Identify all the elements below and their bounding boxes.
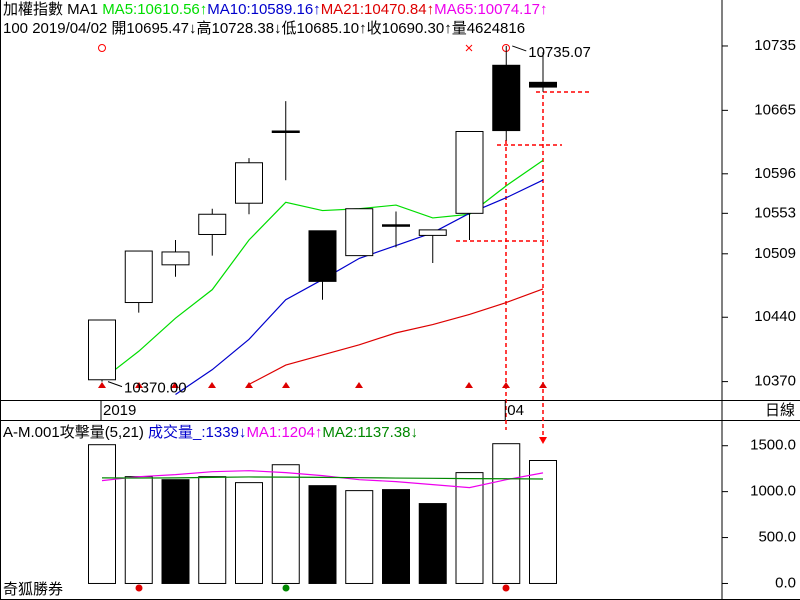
volume-bar: [271, 464, 300, 584]
period-label: 日線: [765, 402, 795, 419]
signal-arrow: [539, 437, 547, 444]
volume-bar: [161, 479, 190, 584]
y-tick-label: 10553: [754, 204, 796, 221]
volume-bar: [124, 476, 153, 584]
volume-bar: [235, 482, 263, 584]
y-tick-label: 10735: [754, 37, 796, 54]
signal-circle: [98, 44, 106, 52]
y-tick-label: 10596: [754, 165, 796, 182]
annotation: 10735.07: [528, 44, 591, 61]
x-tick-label: 2019: [103, 402, 136, 419]
legend-entry: MA1: [67, 1, 102, 18]
legend-entry: 加權指數: [3, 1, 67, 18]
candle-body: [271, 130, 300, 133]
volume-bar: [308, 485, 337, 584]
y-tick-label: 0.0: [775, 574, 796, 591]
legend-entry: MA2:1137.38↓: [322, 424, 418, 441]
legend-entry: MA1:1204↑: [246, 424, 322, 441]
candle-body: [492, 64, 521, 132]
legend-entry: 成交量_:1339↓: [148, 423, 246, 441]
volume-bar: [455, 472, 484, 584]
volume-bar: [88, 444, 116, 584]
x-tick-label: 04: [507, 402, 524, 419]
volume-bar: [382, 489, 410, 584]
annotation-pointer: [512, 45, 527, 52]
ma-line: [248, 288, 544, 385]
info-line: 100 2019/04/02 開10695.47↓高10728.38↓低1068…: [3, 20, 525, 37]
legend-entry: MA5:10610.56↑: [102, 1, 207, 18]
ma-line: [101, 470, 544, 489]
candle-body: [382, 224, 410, 227]
candle-body: [529, 81, 557, 88]
brand: 奇狐勝券: [3, 581, 63, 598]
y-tick-label: 10370: [754, 373, 796, 390]
volume-bar: [198, 476, 227, 584]
header: A-M.001攻擊量(5,21) 成交量_:1339↓MA1:1204↑MA2:…: [3, 423, 418, 441]
annotation: 10370.00: [124, 380, 187, 397]
candle-body: [235, 162, 263, 204]
volume-bar: [492, 443, 521, 584]
y-tick-label: 10665: [754, 101, 796, 118]
volume-bar: [345, 490, 374, 584]
candle-body: [124, 250, 153, 304]
y-tick-label: 1500.0: [750, 437, 796, 454]
y-tick-label: 500.0: [758, 529, 796, 546]
header: 加權指數 MA1 MA5:10610.56↑MA10:10589.16↑MA21…: [3, 1, 548, 18]
signal-triangles: [98, 382, 547, 388]
legend-entry: MA10:10589.16↑: [207, 1, 320, 18]
candle-body: [198, 213, 227, 235]
y-tick-label: 1000.0: [750, 483, 796, 500]
legend-entry: MA21:10470.84↑: [321, 1, 434, 18]
candle-body: [88, 319, 116, 381]
annotation-pointer: [107, 381, 123, 388]
volume-bar: [529, 460, 557, 584]
legend-entry: MA65:10074.17↑: [434, 1, 547, 18]
candle-body: [418, 229, 447, 236]
ma-line: [101, 476, 544, 480]
signal-cross: [465, 44, 473, 52]
volume-bar: [418, 503, 447, 584]
legend-entry: A-M.001攻擊量(5,21): [3, 423, 148, 441]
y-tick-label: 10440: [754, 308, 796, 325]
y-tick-label: 10509: [754, 245, 796, 262]
candle-body: [455, 130, 484, 214]
candle-body: [345, 208, 374, 257]
candle-body: [161, 251, 190, 266]
candle-body: [308, 230, 337, 282]
